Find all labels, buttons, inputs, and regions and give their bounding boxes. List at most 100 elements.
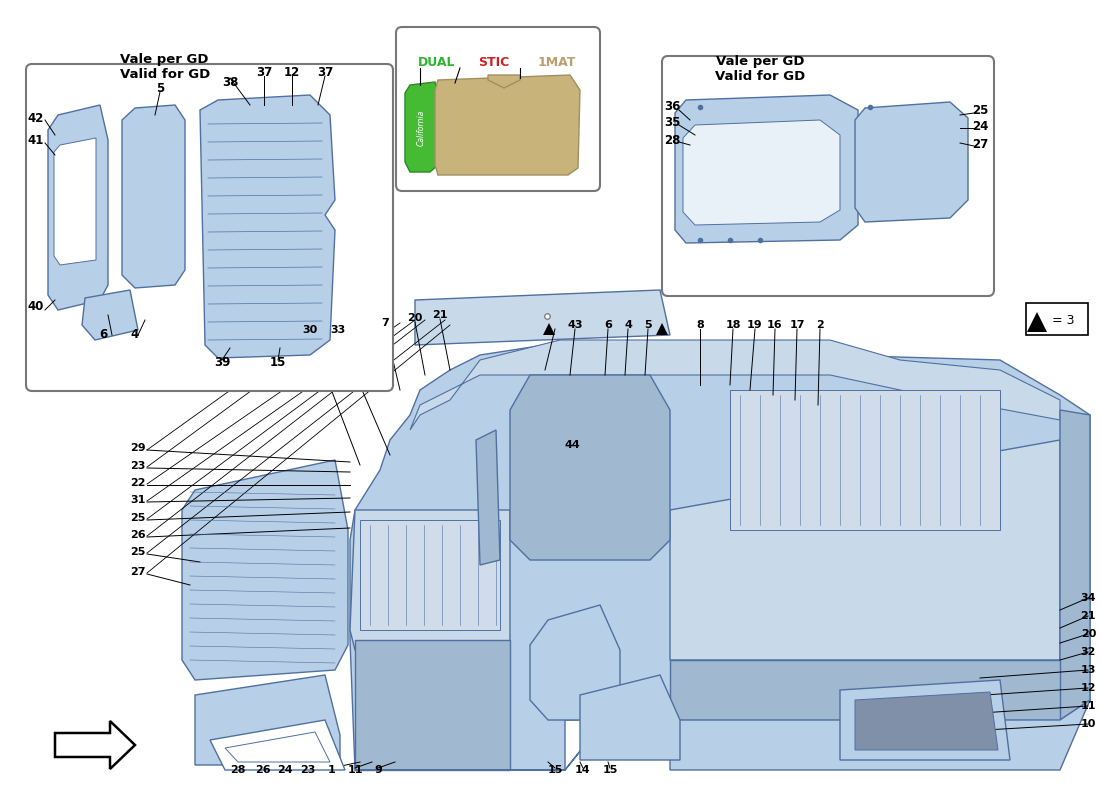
Text: 23: 23 [130,461,145,471]
Text: 34: 34 [1080,593,1096,603]
Text: 21: 21 [432,310,448,320]
Text: 27: 27 [130,567,145,577]
Text: 14: 14 [575,765,591,775]
Text: 20: 20 [1080,629,1096,639]
Polygon shape [82,290,138,340]
Text: 11: 11 [348,765,363,775]
Polygon shape [226,732,330,762]
Text: since: since [526,515,635,585]
Text: DUAL: DUAL [418,55,455,69]
Text: 39: 39 [213,355,230,369]
Text: 18: 18 [725,320,740,330]
Text: 9: 9 [374,765,382,775]
Text: California: California [417,110,426,146]
Text: 21: 21 [1080,611,1096,621]
Text: 5: 5 [645,320,652,330]
Text: 6: 6 [604,320,612,330]
Text: 37: 37 [317,66,333,78]
Text: Valid for GD: Valid for GD [120,69,210,82]
Text: = 3: = 3 [1052,314,1075,326]
Text: 32: 32 [1080,647,1096,657]
Text: 23: 23 [300,765,316,775]
Polygon shape [210,720,345,770]
Text: Valid for GD: Valid for GD [715,70,805,83]
Text: 19: 19 [747,320,762,330]
Text: STIC: STIC [478,55,509,69]
Polygon shape [200,95,336,358]
Text: 33: 33 [330,325,345,335]
Polygon shape [675,95,858,243]
Text: 13: 13 [1080,665,1096,675]
Text: Vale per GD: Vale per GD [120,54,209,66]
Polygon shape [510,375,670,560]
Text: 36: 36 [663,101,680,114]
Text: 29: 29 [130,443,146,453]
Text: 16: 16 [767,320,783,330]
Polygon shape [670,440,1060,660]
Text: 37: 37 [256,66,272,78]
Text: 44: 44 [564,440,580,450]
Polygon shape [670,660,1060,720]
Text: 1: 1 [328,765,336,775]
Text: 27: 27 [972,138,988,150]
Polygon shape [656,323,668,335]
Text: 42: 42 [28,111,44,125]
Text: 15: 15 [603,765,618,775]
Polygon shape [405,82,438,172]
Text: 43: 43 [568,320,583,330]
Polygon shape [683,120,840,225]
Polygon shape [1060,410,1090,720]
Polygon shape [580,675,680,760]
Text: 1MAT: 1MAT [538,55,576,69]
Polygon shape [355,700,1090,770]
Text: 40: 40 [28,301,44,314]
Text: 38: 38 [222,75,239,89]
Text: 25: 25 [130,547,145,557]
Text: 25: 25 [971,103,988,117]
Text: 6: 6 [99,329,107,342]
Text: 20: 20 [407,313,422,323]
Text: 5: 5 [156,82,164,94]
Text: 26: 26 [255,765,271,775]
Text: 8: 8 [696,320,704,330]
Text: 30: 30 [302,325,318,335]
Text: 22: 22 [130,478,145,488]
FancyBboxPatch shape [396,27,600,191]
Text: 12: 12 [1080,683,1096,693]
Polygon shape [476,430,501,565]
Polygon shape [350,345,1090,770]
Polygon shape [182,460,348,680]
Text: 25: 25 [130,513,145,523]
Text: 10: 10 [1080,719,1096,729]
Text: 28: 28 [663,134,680,146]
Polygon shape [360,520,500,630]
Polygon shape [55,721,135,769]
Polygon shape [855,102,968,222]
Text: 28: 28 [230,765,245,775]
Text: 35: 35 [663,115,680,129]
Text: Vale per GD: Vale per GD [716,55,804,69]
Text: 26: 26 [130,530,146,540]
FancyBboxPatch shape [662,56,994,296]
Polygon shape [54,138,96,265]
Polygon shape [1027,312,1047,332]
Polygon shape [355,640,510,770]
Text: 41: 41 [28,134,44,146]
Text: 1985: 1985 [568,476,673,544]
Polygon shape [410,340,1060,430]
Polygon shape [415,290,670,345]
Text: 17: 17 [790,320,805,330]
Text: 4: 4 [131,329,139,342]
Polygon shape [730,390,1000,530]
Polygon shape [350,510,510,650]
Text: 11: 11 [1080,701,1096,711]
Text: 2: 2 [816,320,824,330]
Text: 24: 24 [277,765,293,775]
Text: 15: 15 [548,765,563,775]
Text: 4: 4 [624,320,631,330]
FancyBboxPatch shape [26,64,393,391]
Polygon shape [48,105,108,310]
Polygon shape [530,605,620,720]
Text: 15: 15 [270,355,286,369]
Polygon shape [488,75,520,88]
